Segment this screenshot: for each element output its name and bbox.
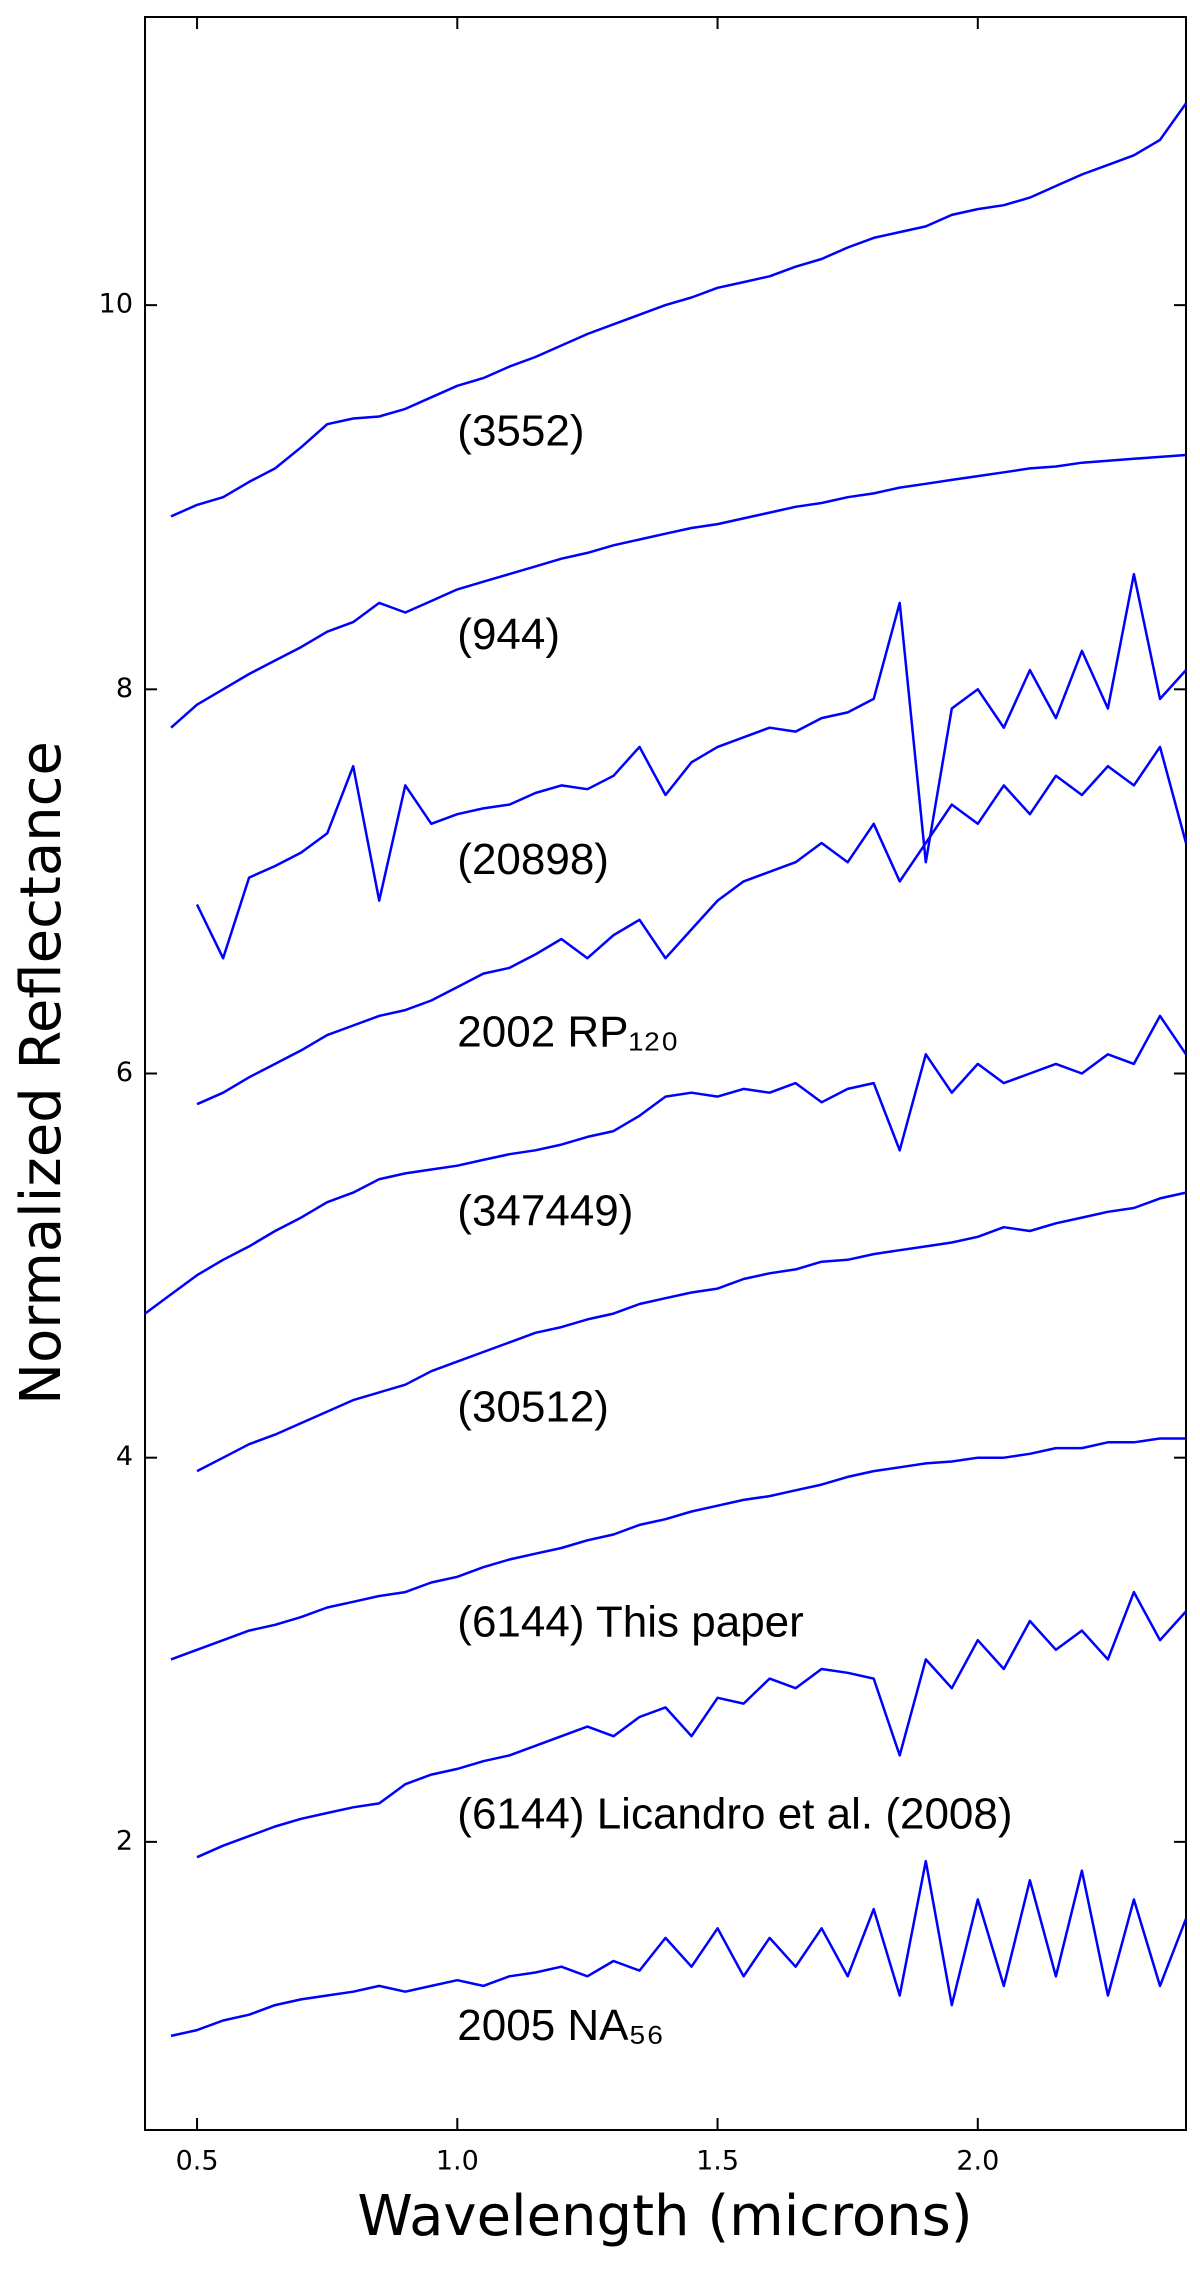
- spectrum-line: [195, 572, 1187, 960]
- y-axis-label: Normalized Reflectance: [9, 741, 74, 1405]
- x-tick-label: 1.5: [696, 2146, 739, 2177]
- series-label: 2005 NA₅₆: [457, 2001, 664, 2050]
- spectrum-line: [144, 1014, 1188, 1315]
- series-label: (6144) Licandro et al. (2008): [457, 1789, 1012, 1838]
- x-tick-label: 2.0: [956, 2146, 999, 2177]
- x-axis-label: Wavelength (microns): [357, 2184, 972, 2249]
- series-label: (20898): [457, 835, 609, 884]
- series-label: (3552): [457, 406, 584, 455]
- spectrum-line: [170, 1437, 1186, 1661]
- spectrum-line: [196, 1191, 1187, 1473]
- spectrum-line: [196, 745, 1188, 1106]
- series-label: (30512): [457, 1382, 609, 1431]
- series-label: (6144) This paper: [457, 1597, 804, 1646]
- x-tick-label: 1.0: [436, 2146, 479, 2177]
- x-tick-label: 0.5: [176, 2146, 219, 2177]
- series-label: (944): [457, 610, 560, 659]
- y-tick-label: 8: [116, 673, 133, 704]
- y-tick-label: 6: [116, 1057, 133, 1088]
- spectrum-line: [196, 1590, 1187, 1859]
- y-tick-label: 4: [116, 1441, 133, 1472]
- spectrum-line: [170, 1859, 1188, 2038]
- series-label: 2002 RP₁₂₀: [457, 1008, 678, 1057]
- spectrum-line: [170, 453, 1187, 729]
- y-tick-label: 10: [99, 289, 133, 320]
- y-tick-label: 2: [116, 1825, 133, 1856]
- spectrum-line: [170, 102, 1188, 518]
- series-label: (347449): [457, 1186, 633, 1235]
